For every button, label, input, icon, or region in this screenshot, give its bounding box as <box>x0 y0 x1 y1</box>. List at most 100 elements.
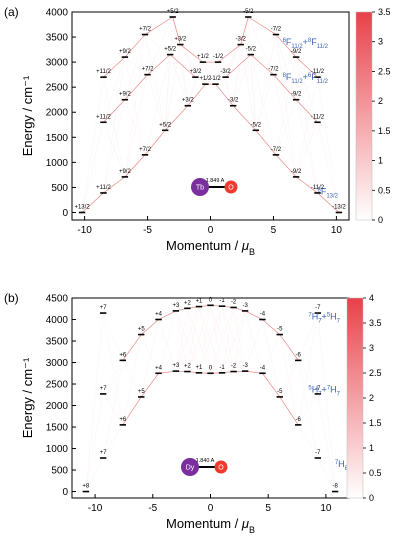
manifold-line <box>217 44 241 63</box>
level-label: -3/2 <box>228 98 239 104</box>
colorbar-tick-label: 1 <box>369 443 374 453</box>
y-tick-label: 1000 <box>46 444 69 455</box>
level-label: +5 <box>138 327 146 333</box>
transition-line <box>102 312 123 361</box>
transition-line <box>85 457 104 492</box>
transition-line <box>298 424 319 459</box>
x-tick-label: 5 <box>265 503 271 514</box>
transition-line <box>279 334 299 425</box>
transition-line <box>295 77 318 100</box>
transition-line <box>198 306 223 373</box>
level-label: -6 <box>296 417 302 423</box>
level-label: +1/2 <box>200 76 213 82</box>
colorbar-tick-label: 2.5 <box>369 368 382 378</box>
chart-panel-b: (b) +8 +7 +6 +5 +4 +3 +2 +1 0 -1 -2 -3 -4 -5 -6 -7 -8 +7 +6… <box>4 291 382 535</box>
transition-line <box>317 313 336 492</box>
transition-line <box>102 393 123 425</box>
manifold-line <box>124 34 146 58</box>
level-label: -4 <box>260 312 266 318</box>
x-tick-label: -10 <box>77 225 92 236</box>
level-label: -3/2 <box>220 69 231 75</box>
transition-line <box>141 334 159 374</box>
transition-line <box>102 360 123 395</box>
manifold-line <box>279 334 299 361</box>
y-tick-label: 4500 <box>46 294 69 305</box>
transition-line <box>205 76 226 85</box>
transition-line <box>187 308 200 373</box>
x-tick-label: -5 <box>148 503 157 514</box>
level-label: -2 <box>231 299 237 305</box>
manifold-line <box>250 54 274 75</box>
transition-line <box>233 310 246 372</box>
transition-line <box>144 54 171 155</box>
y-tick-label: 2500 <box>46 83 69 94</box>
y-tick-label: 4000 <box>46 8 69 19</box>
transition-line <box>232 44 241 106</box>
transition-line <box>221 310 246 373</box>
manifold-line <box>140 373 159 398</box>
transition-line <box>187 305 211 372</box>
transition-line <box>273 56 297 75</box>
transition-line <box>298 312 319 361</box>
colorbar-tick-label: 0 <box>369 493 374 503</box>
level-label: -11/2 <box>311 185 325 191</box>
term-symbol: 8F11/2+6F11/2 <box>283 72 329 85</box>
transition-line <box>198 305 211 373</box>
transition-line <box>81 122 104 213</box>
y-tick-label: 500 <box>51 183 68 194</box>
level-label: +4 <box>155 312 163 318</box>
transition-line <box>103 99 126 193</box>
transition-line <box>232 16 249 106</box>
level-label: +8 <box>82 484 90 490</box>
level-label: +5/2 <box>159 122 172 128</box>
transition-line <box>175 308 188 372</box>
level-label: +9/2 <box>119 169 132 175</box>
x-tick-label: 0 <box>208 225 214 236</box>
level-label: -5/2 <box>251 122 262 128</box>
level-label: -11/2 <box>311 69 325 75</box>
transition-line <box>175 310 188 372</box>
ligand-atom <box>214 460 228 474</box>
y-tick-label: 1500 <box>46 423 69 434</box>
transition-line <box>262 334 280 374</box>
colorbar-tick-label: 0 <box>378 215 383 225</box>
transition-line <box>164 16 173 131</box>
transition-line <box>187 77 196 106</box>
transition-line <box>122 360 142 398</box>
y-tick-label: 3000 <box>46 58 69 69</box>
transition-line <box>124 34 146 100</box>
level-label: -6 <box>296 352 302 358</box>
transition-line <box>170 54 189 106</box>
transition-line <box>295 122 318 177</box>
transition-line <box>103 122 126 177</box>
transition-line <box>240 44 257 131</box>
transition-line <box>147 74 166 131</box>
transition-line <box>215 76 226 85</box>
level-label: 0 <box>209 365 213 371</box>
level-label: -3 <box>242 303 248 309</box>
transition-line <box>164 44 181 131</box>
transition-line <box>81 77 104 213</box>
transition-line <box>225 44 241 78</box>
manifold-line <box>169 54 196 78</box>
manifold-line <box>122 396 142 426</box>
manifold-line <box>275 34 297 58</box>
manifold-line <box>180 44 204 63</box>
colorbar-tick-label: 1 <box>378 156 383 166</box>
manifold-line <box>164 105 189 131</box>
panel-label: (a) <box>4 5 19 19</box>
transition-line <box>102 424 123 459</box>
transition-line <box>202 62 216 85</box>
transition-line <box>195 76 216 85</box>
level-label: +7 <box>100 386 108 392</box>
level-label: +13/2 <box>74 204 90 210</box>
level-label: +5 <box>138 389 146 395</box>
bond-length: 1.840 A <box>196 458 215 464</box>
transition-line <box>210 305 223 373</box>
transition-line <box>198 306 223 373</box>
transition-line <box>244 319 263 372</box>
level-label: -5/2 <box>243 9 254 15</box>
transition-line <box>170 44 181 55</box>
transition-line <box>275 34 297 177</box>
level-label: -5 <box>277 327 283 333</box>
